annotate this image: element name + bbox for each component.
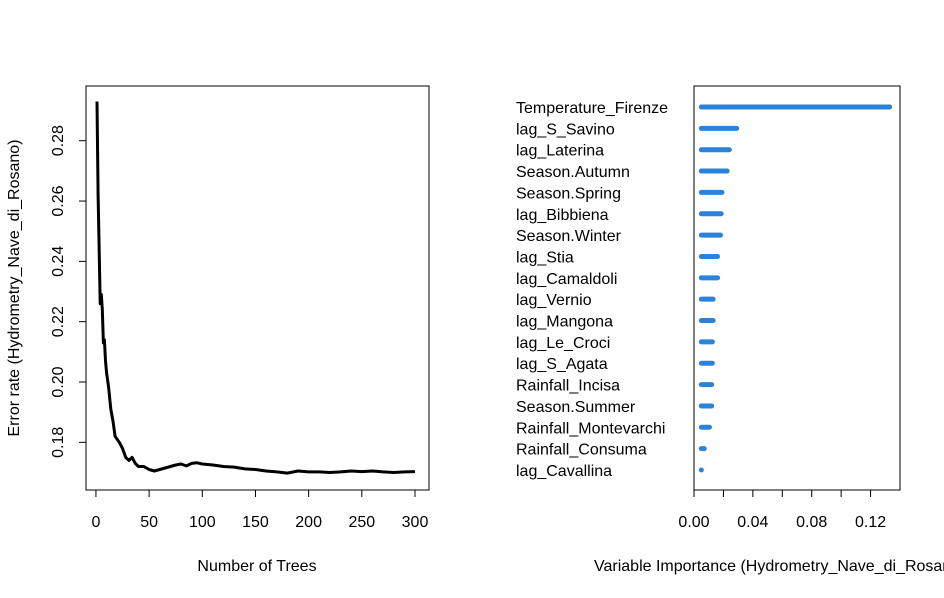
left-x-tick-label: 50 [140, 514, 158, 531]
variable-label: Season.Autumn [516, 164, 630, 181]
left-x-tick-label: 200 [295, 514, 322, 531]
variable-label: lag_S_Agata [516, 356, 608, 373]
left-x-axis-label: Number of Trees [197, 558, 316, 575]
left-y-tick-label: 0.28 [50, 125, 67, 156]
variable-label: Rainfall_Montevarchi [516, 420, 665, 437]
right-x-tick-label: 0.00 [678, 514, 709, 531]
variable-label: lag_Bibbiena [516, 207, 609, 224]
variable-label: lag_Camaldoli [516, 271, 617, 288]
left-x-tick-label: 150 [242, 514, 269, 531]
left-y-tick-label: 0.26 [50, 185, 67, 216]
right-x-tick-label: 0.08 [796, 514, 827, 531]
variable-label: Season.Spring [516, 185, 621, 202]
variable-label: lag_S_Savino [516, 121, 615, 138]
variable-label: Temperature_Firenze [516, 100, 668, 117]
left-x-tick-label: 250 [348, 514, 375, 531]
variable-importance-chart: Temperature_Firenze lag_S_Savino lag_Later… [516, 85, 944, 575]
right-plot-frame [693, 85, 901, 491]
left-y-tick-label: 0.18 [50, 427, 67, 458]
left-x-tick-label: 300 [402, 514, 429, 531]
variable-label: Rainfall_Consuma [516, 442, 647, 459]
variable-label: lag_Stia [516, 249, 574, 266]
variable-label: Season.Winter [516, 228, 622, 245]
left-y-tick-label: 0.24 [50, 246, 67, 277]
variable-labels: Temperature_Firenze lag_S_Savino lag_Later… [516, 100, 668, 480]
variable-label: lag_Mangona [516, 314, 613, 331]
variable-label: lag_Le_Croci [516, 335, 610, 352]
error-rate-chart: 0 50 100 150 200 250 300 0.180.200.220.240.260… [6, 85, 430, 575]
error-rate-line [95, 101, 416, 475]
left-y-axis: 0.18 0.20 0.22 0.24 0.26 0.28 [50, 125, 87, 458]
left-plot-frame [85, 85, 430, 491]
variable-label: Season.Summer [516, 399, 636, 416]
right-x-axis-label: Variable Importance (Hydrometry_Nave_di_… [594, 558, 944, 575]
variable-label: Rainfall_Incisa [516, 378, 620, 395]
left-y-tick-label: 0.22 [50, 306, 67, 337]
right-x-tick-label: 0.12 [855, 514, 886, 531]
left-x-tick-label: 0 [91, 514, 100, 531]
left-y-axis-label: Error rate (Hydrometry_Nave_di_Rosano) [6, 140, 23, 437]
variable-label: lag_Cavallina [516, 463, 612, 480]
right-x-axis: 0.00 0.04 0.08 0.12 [678, 489, 886, 531]
left-x-tick-label: 100 [189, 514, 216, 531]
right-x-tick-label: 0.04 [737, 514, 768, 531]
left-y-tick-label: 0.20 [50, 366, 67, 397]
variable-label: lag_Laterina [516, 143, 604, 160]
left-x-axis: 0 50 100 150 200 250 300 [91, 489, 429, 531]
importance-bars [698, 104, 893, 473]
variable-label: lag_Vernio [516, 292, 592, 309]
